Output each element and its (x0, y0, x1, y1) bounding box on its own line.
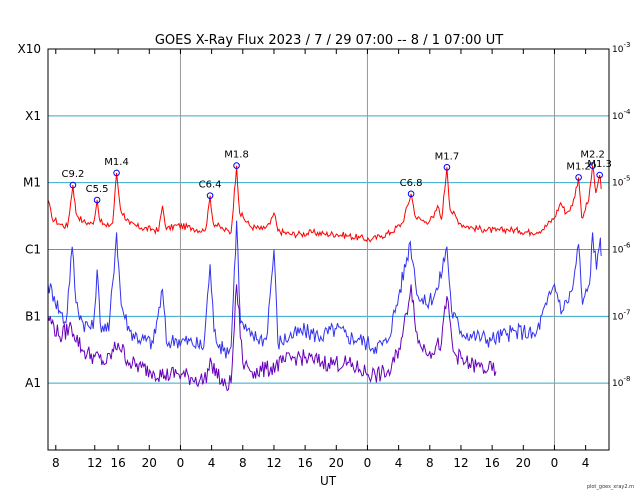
left-axis-label-M1: M1 (23, 176, 41, 190)
x-tick-label-15: 20 (516, 456, 531, 470)
left-axis-label-C1: C1 (25, 243, 41, 257)
left-axis-label-X10: X10 (18, 42, 42, 56)
x-axis-label: UT (320, 474, 337, 488)
right-axis-label--8: 10-8 (612, 375, 630, 389)
x-tick-label-4: 0 (177, 456, 185, 470)
x-tick-label-17: 4 (582, 456, 590, 470)
flare-label-M1.3: M1.3 (587, 159, 612, 170)
flare-marker-M1.3 (596, 171, 603, 179)
x-tick-label-16: 0 (551, 456, 559, 470)
flare-marker-M2.2 (589, 162, 596, 169)
right-axis-label--4: 10-4 (612, 108, 631, 122)
x-tick-label-9: 20 (329, 456, 344, 470)
x-tick-label-5: 4 (208, 456, 216, 470)
credit-text: plot_goes_xray2.m (587, 484, 634, 490)
series-layer (47, 165, 602, 392)
axes: A1 B1 C1 M1 X1 X10 10-3 10-4 10-5 10-6 10-7 10-8 8 12… (18, 41, 631, 470)
flare-marker-C9.2 (69, 181, 77, 189)
x-tick-label-7: 12 (266, 456, 281, 470)
plot-frame (47, 48, 610, 451)
x-tick-label-12: 8 (426, 456, 434, 470)
flare-marker-C5.5 (93, 196, 101, 204)
flare-marker-M1.8 (233, 162, 240, 169)
flare-label-M1.2: M1.2 (566, 161, 591, 172)
flare-label-C5.5: C5.5 (86, 184, 109, 195)
chart-title: GOES X-Ray Flux 2023 / 7 / 29 07:00 -- 8… (155, 33, 503, 48)
x-tick-label-11: 4 (395, 456, 403, 470)
right-axis-label--3: 10-3 (612, 41, 630, 55)
flare-annotations: C9.2C5.5 M1.4 C6.4 M1.8 C6.8 M1.7 M1.2M2.2M1.3 (61, 150, 612, 204)
flare-marker-M1.2 (575, 174, 582, 181)
flare-marker-M1.7 (443, 163, 451, 171)
x-tick-label-3: 20 (142, 456, 157, 470)
flare-marker-C6.8 (407, 190, 415, 198)
right-axis-label--7: 10-7 (612, 308, 630, 322)
flare-label-C6.4: C6.4 (199, 180, 222, 191)
x-tick-label-1: 12 (87, 456, 102, 470)
series-line-0 (47, 165, 602, 243)
left-axis-label-A1: A1 (25, 376, 41, 390)
flare-marker-M1.4 (113, 169, 120, 177)
x-tick-label-8: 16 (297, 456, 312, 470)
grid (48, 49, 609, 450)
x-tick-label-14: 16 (484, 456, 499, 470)
x-tick-label-13: 12 (453, 456, 468, 470)
right-axis-label--6: 10-6 (612, 242, 631, 256)
left-axis-label-X1: X1 (25, 109, 41, 123)
flare-label-C6.8: C6.8 (400, 178, 423, 189)
flare-label-M1.4: M1.4 (104, 157, 129, 168)
flare-marker-C6.4 (206, 192, 214, 199)
right-axis-label--5: 10-5 (612, 175, 630, 189)
series-line-1 (47, 220, 602, 359)
x-tick-label-0: 8 (52, 456, 60, 470)
flare-label-M1.7: M1.7 (435, 151, 460, 162)
x-tick-label-10: 0 (364, 456, 372, 470)
series-line-2 (47, 284, 497, 392)
flare-label-C9.2: C9.2 (61, 169, 84, 180)
flare-label-M2.2: M2.2 (580, 150, 605, 161)
flare-label-M1.8: M1.8 (224, 150, 249, 161)
x-tick-label-6: 8 (239, 456, 247, 470)
left-axis-label-B1: B1 (25, 309, 41, 323)
x-tick-label-2: 16 (110, 456, 125, 470)
